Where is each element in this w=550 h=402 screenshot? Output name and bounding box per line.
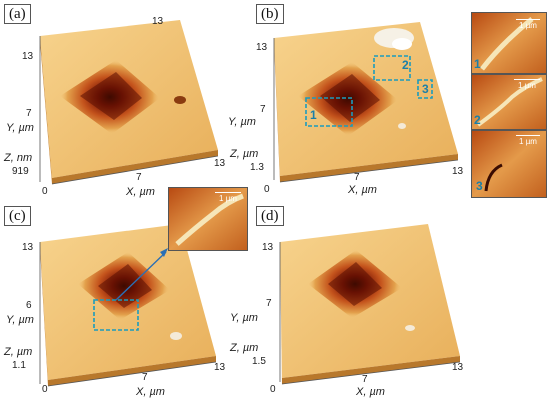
panel-c: 1 µm (c) 13 6 Y, µm Z, µm 1.1 0 7 13 X, … <box>0 187 250 402</box>
y-tick-top: 13 <box>22 51 34 62</box>
y-axis-label: Y, µm <box>230 312 258 324</box>
y-tick-top-axis: 13 <box>152 16 164 27</box>
inset-zoom-c: 1 µm <box>168 187 248 251</box>
roi-label-2: 2 <box>402 58 409 72</box>
panel-label-b: (b) <box>256 4 284 24</box>
x-tick-zero: 0 <box>264 184 270 195</box>
z-axis-label: Z, nm <box>4 152 33 164</box>
x-axis-label: X, µm <box>348 184 377 196</box>
y-tick-top: 13 <box>262 242 274 253</box>
y-tick-top: 13 <box>256 42 268 53</box>
y-tick-top: 13 <box>22 242 34 253</box>
inset-1-scalebar: 1 µm <box>516 19 540 30</box>
y-axis-label: Y, µm <box>6 122 34 134</box>
y-tick-mid: 7 <box>260 104 266 115</box>
y-axis-label: Y, µm <box>228 116 256 128</box>
inset-image-3 <box>472 131 546 197</box>
x-tick-zero: 0 <box>270 384 276 395</box>
x-tick-mid: 7 <box>142 372 148 383</box>
inset-c-scalebar: 1 µm <box>215 192 241 203</box>
inset-3-scalebar: 1 µm <box>516 135 540 146</box>
afm-surface-a <box>39 20 219 185</box>
x-tick-max: 13 <box>214 158 226 169</box>
inset-roi-2: 1 µm 2 <box>471 74 547 130</box>
afm-surface-c <box>39 224 217 387</box>
roi-box-3 <box>417 79 433 99</box>
inset-image-2 <box>472 75 546 129</box>
panel-b: (b) 1 2 3 13 7 Y, µm Z, µm 1.3 0 7 13 X,… <box>228 0 464 200</box>
x-tick-mid: 7 <box>136 172 142 183</box>
z-tick-max: 1.3 <box>250 162 264 173</box>
panel-d: (d) 13 7 Y, µm Z, µm 1.5 0 7 13 X, µm <box>230 200 464 402</box>
x-tick-max: 13 <box>214 362 226 373</box>
panel-label-a: (a) <box>4 4 31 24</box>
zoom-arrow <box>115 251 167 301</box>
roi-label-3: 3 <box>422 82 429 96</box>
y-tick-mid: 6 <box>26 300 32 311</box>
inset-2-number: 2 <box>474 113 481 127</box>
z-axis-label: Z, µm <box>4 346 33 358</box>
x-tick-mid: 7 <box>362 374 368 385</box>
y-tick-mid: 7 <box>26 108 32 119</box>
z-tick-max: 1.5 <box>252 356 266 367</box>
panel-a: (a) 13 7 Y, µm Z, nm 919 0 7 13 X, µm 13 <box>0 0 250 200</box>
y-tick-mid: 7 <box>266 298 272 309</box>
x-tick-max: 13 <box>452 362 464 373</box>
inset-roi-1: 1 µm 1 <box>471 12 547 74</box>
afm-surface-d <box>279 224 461 385</box>
z-axis-label: Z, µm <box>230 148 259 160</box>
inset-roi-3: 1 µm 3 <box>471 130 547 198</box>
x-tick-zero: 0 <box>42 186 48 197</box>
inset-2-scalebar: 1 µm <box>514 79 540 90</box>
inset-3-number: 3 <box>476 179 483 193</box>
x-tick-mid: 7 <box>354 172 360 183</box>
z-tick-max: 919 <box>12 166 29 177</box>
z-tick-max: 1.1 <box>12 360 26 371</box>
inset-image-1 <box>472 13 546 73</box>
y-axis-label: Y, µm <box>6 314 34 326</box>
panel-label-c: (c) <box>4 206 31 226</box>
roi-box-2 <box>373 55 411 81</box>
x-axis-label: X, µm <box>356 386 385 398</box>
inset-1-number: 1 <box>474 57 481 71</box>
z-axis-label: Z, µm <box>230 342 259 354</box>
x-axis-label: X, µm <box>126 186 155 198</box>
panel-label-d: (d) <box>256 206 284 226</box>
afm-surface-b <box>273 22 459 183</box>
x-axis-label: X, µm <box>136 386 165 398</box>
roi-label-1: 1 <box>310 108 317 122</box>
inset-image-c <box>169 188 247 250</box>
x-tick-zero: 0 <box>42 384 48 395</box>
roi-box-1 <box>305 97 353 127</box>
x-tick-max: 13 <box>452 166 464 177</box>
